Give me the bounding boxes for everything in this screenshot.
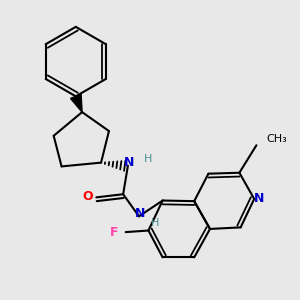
Text: F: F	[110, 226, 118, 238]
Text: H: H	[151, 218, 159, 228]
Text: H: H	[144, 154, 153, 164]
Text: N: N	[134, 207, 145, 220]
Text: CH₃: CH₃	[267, 134, 288, 144]
Text: N: N	[254, 192, 265, 206]
Text: N: N	[124, 155, 135, 169]
Text: O: O	[82, 190, 93, 202]
Polygon shape	[70, 94, 82, 112]
